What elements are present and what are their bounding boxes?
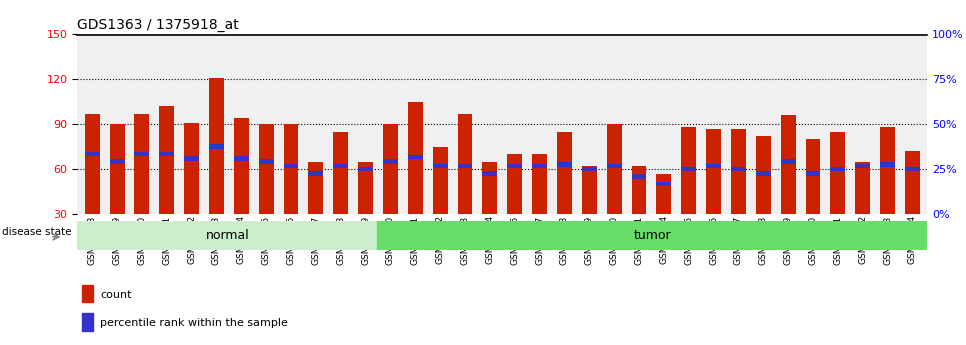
Bar bbox=[383, 124, 398, 214]
Bar bbox=[657, 182, 671, 186]
Bar bbox=[458, 114, 472, 214]
Bar bbox=[781, 115, 796, 214]
Bar bbox=[706, 164, 721, 168]
Bar bbox=[458, 164, 472, 168]
Bar bbox=[731, 167, 746, 171]
Bar bbox=[706, 129, 721, 214]
Bar bbox=[831, 132, 845, 214]
Bar bbox=[905, 167, 920, 171]
Bar bbox=[85, 114, 99, 214]
Bar bbox=[507, 154, 523, 214]
Bar bbox=[433, 164, 447, 168]
Bar bbox=[532, 154, 547, 214]
Bar bbox=[806, 139, 820, 214]
Text: count: count bbox=[100, 290, 132, 299]
Bar bbox=[159, 106, 174, 214]
Text: disease state: disease state bbox=[2, 227, 71, 237]
Bar bbox=[632, 174, 646, 179]
Bar bbox=[109, 124, 125, 214]
Bar bbox=[880, 162, 895, 167]
Bar bbox=[109, 159, 125, 164]
Bar bbox=[855, 164, 870, 168]
Bar bbox=[681, 167, 696, 171]
Bar bbox=[378, 221, 927, 250]
Bar bbox=[259, 124, 273, 214]
Text: tumor: tumor bbox=[634, 229, 671, 242]
Bar bbox=[806, 171, 820, 176]
Bar bbox=[234, 156, 249, 161]
Bar bbox=[134, 152, 150, 156]
Bar bbox=[209, 78, 224, 214]
Bar bbox=[755, 136, 771, 214]
Bar bbox=[358, 167, 373, 171]
Bar bbox=[134, 114, 150, 214]
Bar bbox=[185, 156, 199, 161]
Bar bbox=[482, 161, 497, 214]
Bar bbox=[82, 285, 93, 302]
Bar bbox=[507, 164, 523, 168]
Bar bbox=[308, 161, 324, 214]
Bar bbox=[259, 159, 273, 164]
Bar bbox=[234, 118, 249, 214]
Bar bbox=[333, 132, 348, 214]
Bar bbox=[582, 167, 597, 171]
Bar bbox=[880, 127, 895, 214]
Bar bbox=[607, 164, 622, 168]
Bar bbox=[77, 221, 378, 250]
Bar bbox=[632, 166, 646, 214]
Bar bbox=[855, 161, 870, 214]
Bar bbox=[433, 147, 447, 214]
Bar bbox=[657, 174, 671, 214]
Bar bbox=[209, 144, 224, 149]
Bar bbox=[532, 164, 547, 168]
Bar bbox=[159, 152, 174, 156]
Bar bbox=[731, 129, 746, 214]
Bar bbox=[284, 124, 298, 214]
Bar bbox=[284, 164, 298, 168]
Bar bbox=[408, 155, 423, 159]
Bar bbox=[482, 171, 497, 176]
Bar bbox=[358, 161, 373, 214]
Text: GDS1363 / 1375918_at: GDS1363 / 1375918_at bbox=[77, 18, 239, 32]
Bar bbox=[681, 127, 696, 214]
Text: percentile rank within the sample: percentile rank within the sample bbox=[100, 318, 288, 328]
Bar bbox=[755, 171, 771, 176]
Bar bbox=[85, 152, 99, 156]
Bar bbox=[905, 151, 920, 214]
Bar bbox=[408, 102, 423, 214]
Bar bbox=[582, 166, 597, 214]
Bar bbox=[82, 313, 93, 331]
Bar bbox=[557, 132, 572, 214]
Bar bbox=[383, 159, 398, 164]
Bar bbox=[185, 123, 199, 214]
Bar bbox=[781, 159, 796, 164]
Bar bbox=[308, 171, 324, 176]
Bar bbox=[333, 164, 348, 168]
Text: normal: normal bbox=[206, 229, 249, 242]
Bar bbox=[607, 124, 622, 214]
Bar bbox=[831, 167, 845, 171]
Bar bbox=[557, 162, 572, 167]
